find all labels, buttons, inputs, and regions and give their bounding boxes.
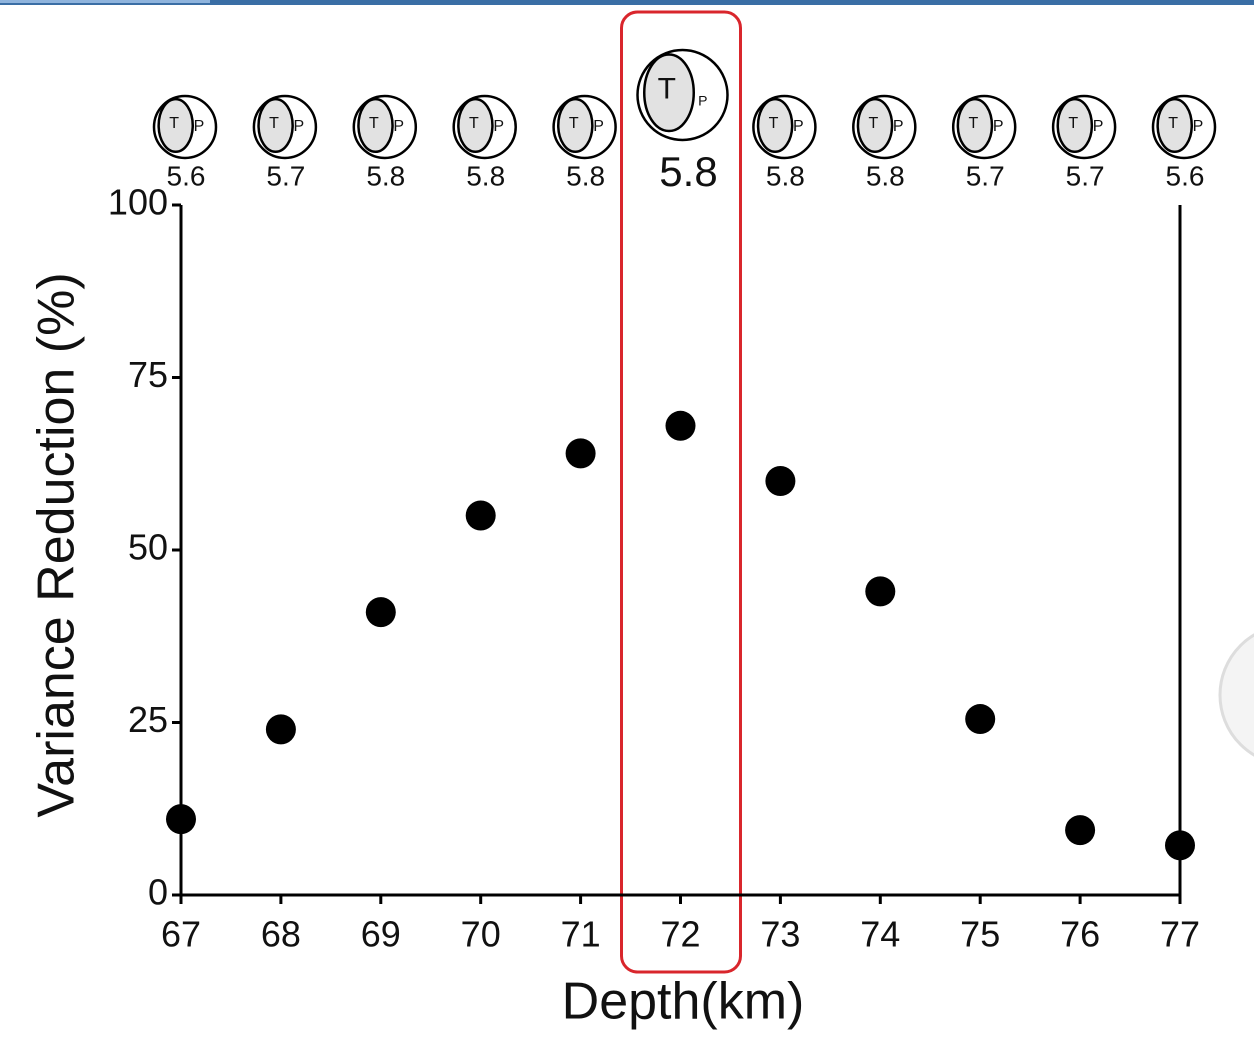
side-button — [1218, 633, 1254, 757]
beachball-lobe — [157, 97, 194, 154]
focal-t-label: T — [269, 115, 279, 132]
beachball-lobe — [956, 97, 994, 154]
focal-t-label: T — [1168, 115, 1178, 132]
x-tick-label: 72 — [660, 914, 700, 955]
x-tick-label: 76 — [1060, 914, 1100, 955]
x-tick-label: 75 — [960, 914, 1000, 955]
x-tick-label: 68 — [261, 914, 301, 955]
focal-p-label: P — [194, 118, 205, 135]
top-bar-tab — [0, 0, 210, 3]
focal-p-label: P — [993, 118, 1004, 135]
magnitude-label: 5.8 — [366, 160, 405, 191]
focal-t-label: T — [968, 115, 978, 132]
x-tick-label: 69 — [361, 914, 401, 955]
focal-p-label: P — [493, 118, 504, 135]
beachball-lobe — [557, 97, 594, 154]
y-tick-label: 25 — [128, 699, 168, 740]
magnitude-label: 5.8 — [766, 160, 805, 191]
magnitude-label: 5.8 — [866, 160, 905, 191]
magnitude-label: 5.7 — [1066, 160, 1105, 191]
x-tick-label: 74 — [860, 914, 900, 955]
focal-t-label: T — [469, 115, 479, 132]
data-point — [166, 804, 196, 835]
x-tick-label: 71 — [561, 914, 601, 955]
data-point — [965, 704, 996, 735]
focal-t-label: T — [169, 115, 179, 132]
x-tick-label: 73 — [760, 914, 800, 955]
magnitude-label: 5.8 — [566, 160, 605, 191]
focal-t-label: T — [658, 72, 676, 105]
focal-p-label: P — [393, 118, 404, 135]
x-tick-label: 67 — [161, 914, 201, 955]
focal-p-label: P — [893, 118, 904, 135]
focal-p-label: P — [1093, 118, 1104, 135]
beachball-lobe — [856, 97, 894, 154]
beachball-lobe — [756, 97, 794, 154]
x-axis-label: Depth(km) — [562, 973, 805, 1031]
focal-t-label: T — [769, 115, 779, 132]
data-point — [365, 597, 396, 628]
y-axis-label: Variance Reduction (%) — [28, 272, 86, 817]
top-bar — [0, 0, 1254, 5]
beachball-lobe — [357, 97, 394, 154]
data-point — [565, 438, 596, 469]
focal-t-label: T — [869, 115, 879, 132]
focal-t-label: T — [569, 115, 579, 132]
magnitude-label: 5.7 — [266, 160, 305, 191]
focal-p-label: P — [593, 118, 604, 135]
beachball-lobe — [257, 97, 294, 154]
data-point — [1165, 830, 1195, 861]
data-point — [765, 466, 796, 496]
y-tick-label: 75 — [128, 354, 168, 395]
y-tick-label: 50 — [128, 527, 168, 568]
data-point — [665, 410, 696, 441]
focal-t-label: T — [369, 115, 379, 132]
beachball-lobe — [643, 53, 695, 133]
data-point — [465, 500, 496, 531]
y-tick-label: 100 — [108, 182, 168, 223]
y-tick-label: 0 — [148, 872, 168, 913]
focal-p-label: P — [1193, 118, 1204, 135]
focal-t-label: T — [1068, 115, 1078, 132]
magnitude-label: 5.7 — [966, 160, 1005, 191]
magnitude-label: 5.8 — [466, 160, 505, 191]
focal-p-label: P — [698, 92, 707, 108]
focal-p-label: P — [294, 118, 305, 135]
x-tick-label: 77 — [1160, 914, 1200, 955]
magnitude-label: 5.6 — [167, 160, 206, 191]
focal-p-label: P — [793, 118, 804, 135]
magnitude-label: 5.6 — [1166, 160, 1205, 191]
x-tick-label: 70 — [461, 914, 501, 955]
highlight-box — [620, 10, 742, 974]
data-point — [265, 714, 296, 745]
magnitude-label: 5.8 — [659, 148, 717, 195]
beachball-lobe — [1056, 97, 1094, 154]
beachball-lobe — [1156, 97, 1193, 154]
data-point — [1065, 815, 1096, 846]
beachball-lobe — [457, 97, 494, 154]
data-point — [865, 576, 896, 607]
